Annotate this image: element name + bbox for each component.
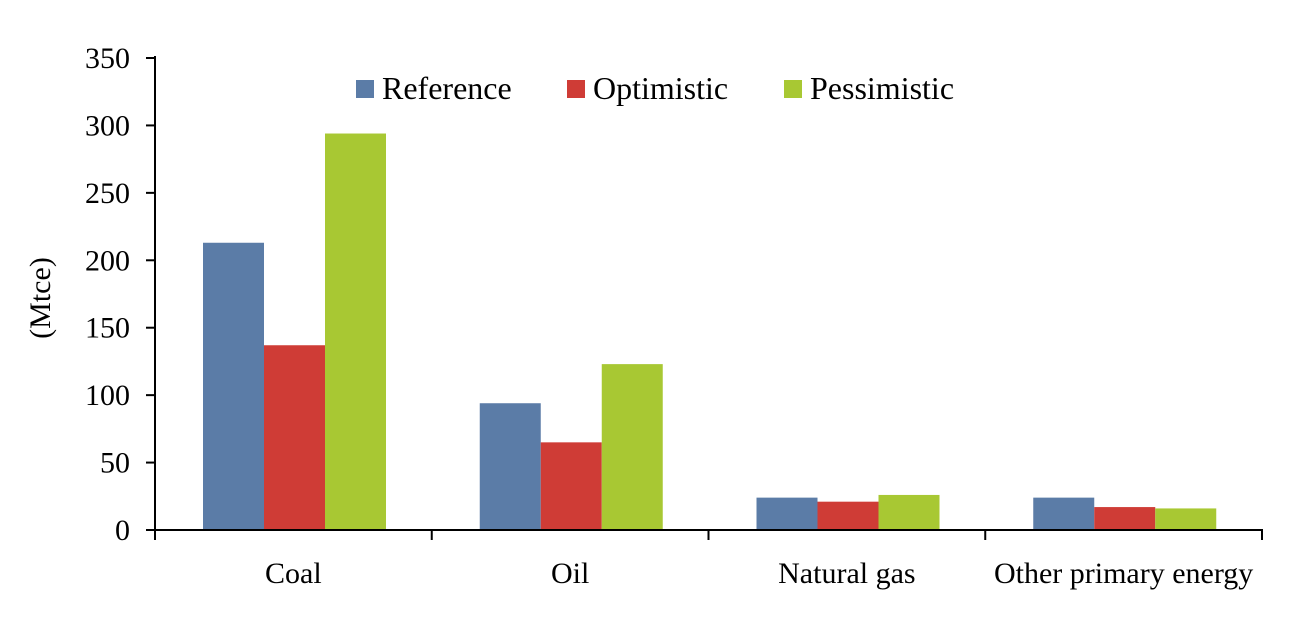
legend-swatch-optimistic [567,80,585,98]
legend: Reference Optimistic Pessimistic [356,70,954,106]
y-tick-label: 200 [85,244,130,277]
bar-reference-oil [479,403,541,530]
y-tick-label: 350 [85,42,130,75]
bar-optimistic-other-primary-energy [1094,507,1156,530]
x-category-label: Oil [551,557,589,590]
y-tick-label: 100 [85,379,130,412]
y-tick-label: 250 [85,177,130,210]
bar-reference-coal [203,242,264,531]
y-tick-label: 150 [85,312,130,345]
bar-reference-natural-gas [756,497,818,530]
bars [203,133,1217,531]
x-category-label: Natural gas [778,557,915,590]
legend-label-pessimistic: Pessimistic [810,70,954,106]
bar-pessimistic-coal [325,133,386,530]
y-tick-label: 0 [115,514,130,547]
bar-pessimistic-oil [601,364,663,530]
bar-optimistic-coal [264,345,325,530]
legend-swatch-pessimistic [784,80,802,98]
bar-optimistic-natural-gas [817,501,879,530]
bar-reference-other-primary-energy [1033,497,1095,530]
x-category-label: Other primary energy [994,557,1253,590]
x-ticks: Coal Oil Natural gas Other primary energy [154,530,1263,590]
y-tick-label: 50 [100,447,130,480]
bar-pessimistic-natural-gas [878,494,940,530]
x-category-label: Coal [265,557,322,590]
legend-swatch-reference [356,80,374,98]
y-axis-title-group: (Mtce) [24,257,57,339]
y-tick-label: 300 [85,109,130,142]
legend-label-reference: Reference [382,70,512,106]
legend-label-optimistic: Optimistic [593,70,728,106]
y-axis-title: (Mtce) [24,257,57,339]
y-ticks: 0 50 100 150 200 250 300 350 [85,42,155,547]
bar-optimistic-oil [540,442,602,530]
bar-pessimistic-other-primary-energy [1155,508,1217,530]
